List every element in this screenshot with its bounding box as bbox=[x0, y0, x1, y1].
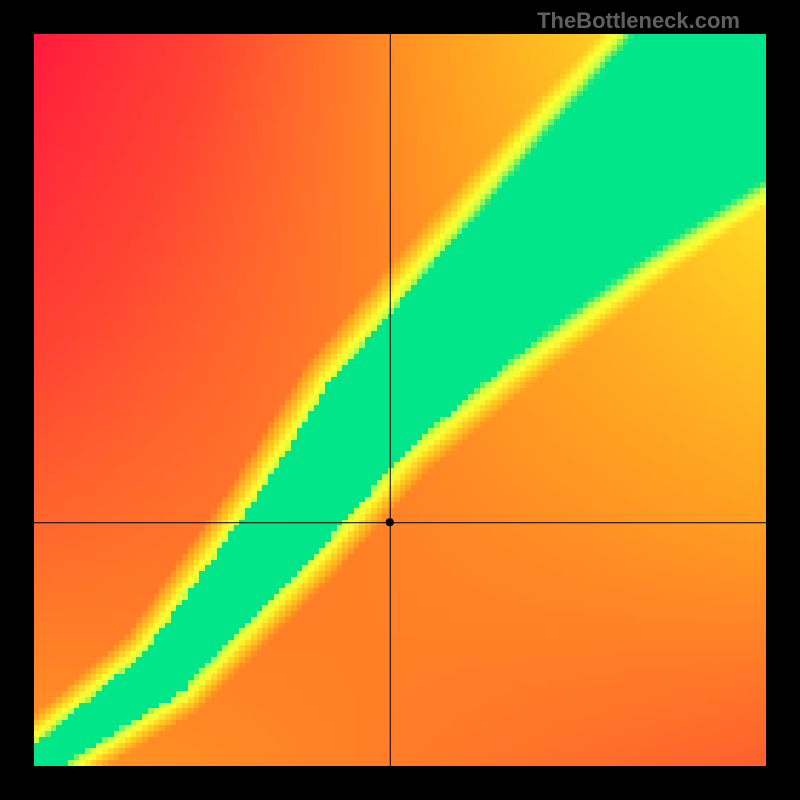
bottleneck-heatmap bbox=[34, 34, 766, 766]
watermark-text: TheBottleneck.com bbox=[537, 8, 740, 34]
